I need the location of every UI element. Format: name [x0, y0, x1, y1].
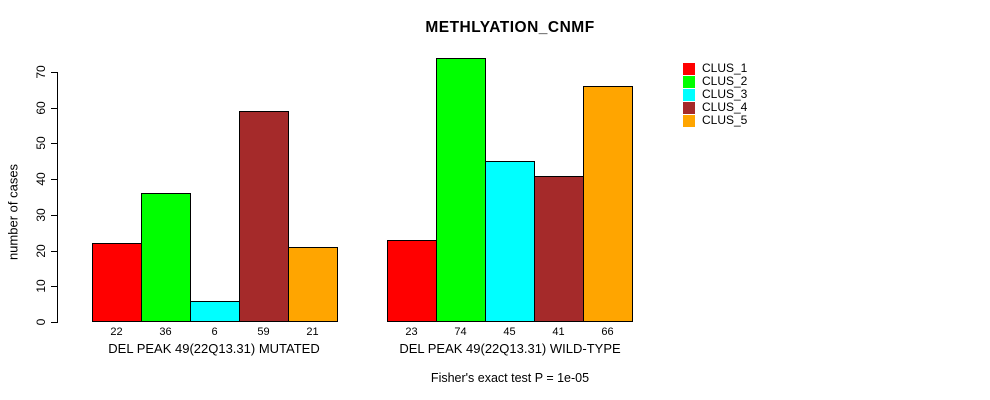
- group-label-wild-type: DEL PEAK 49(22Q13.31) WILD-TYPE: [399, 341, 621, 356]
- y-tick-mark: [51, 322, 57, 323]
- legend-label: CLUS_5: [702, 113, 748, 127]
- bar-mutated-clus_1: [92, 243, 142, 322]
- y-tick-mark: [51, 179, 57, 181]
- bar-value-label: 23: [405, 326, 418, 338]
- group-label-mutated: DEL PEAK 49(22Q13.31) MUTATED: [108, 341, 320, 356]
- y-tick-mark: [51, 143, 57, 145]
- bar-value-label: 41: [552, 326, 565, 338]
- legend-swatch-clus_3: [683, 88, 695, 101]
- y-tick-mark: [51, 250, 57, 252]
- bar-value-label: 74: [454, 326, 467, 338]
- bar-wild-type-clus_1: [387, 239, 437, 322]
- bar-mutated-clus_2: [141, 193, 191, 322]
- legend-swatch-clus_2: [683, 75, 695, 88]
- y-tick-label: 70: [34, 65, 48, 79]
- legend-item-clus_3: CLUS_3: [683, 88, 747, 101]
- bar-value-label: 36: [159, 326, 172, 338]
- bar-mutated-clus_4: [239, 111, 289, 322]
- legend-item-clus_5: CLUS_5: [683, 114, 747, 127]
- bar-wild-type-clus_2: [436, 57, 486, 322]
- y-tick-label: 20: [34, 243, 48, 258]
- bar-wild-type-clus_4: [534, 175, 584, 322]
- legend-label: CLUS_4: [702, 100, 748, 114]
- y-tick-label: 30: [34, 208, 48, 222]
- y-tick-label: 60: [34, 101, 48, 115]
- legend-label: CLUS_3: [702, 87, 748, 101]
- bar-mutated-clus_5: [288, 247, 338, 322]
- y-axis-line: [57, 72, 58, 323]
- legend-swatch-clus_1: [683, 62, 695, 75]
- bar-value-label: 59: [257, 326, 270, 338]
- legend: CLUS_1 CLUS_2 CLUS_3 CLUS_4 CLUS_5: [683, 62, 747, 127]
- y-tick-label: 10: [34, 279, 48, 293]
- legend-swatch-clus_4: [683, 101, 695, 114]
- bar-value-label: 45: [503, 326, 516, 338]
- y-tick-label: 50: [34, 136, 48, 151]
- legend-label: CLUS_2: [702, 74, 748, 88]
- legend-item-clus_2: CLUS_2: [683, 75, 747, 88]
- bar-wild-type-clus_3: [485, 161, 535, 322]
- bar-value-label: 6: [211, 326, 218, 338]
- legend-swatch-clus_5: [683, 114, 695, 127]
- legend-label: CLUS_1: [702, 61, 748, 75]
- legend-item-clus_4: CLUS_4: [683, 101, 747, 114]
- y-axis-label: number of cases: [5, 163, 21, 261]
- y-tick-mark: [51, 107, 57, 109]
- bar-value-label: 66: [601, 326, 614, 338]
- y-tick-mark: [51, 214, 57, 216]
- chart-title: METHLYATION_CNMF: [425, 19, 595, 36]
- y-tick-mark: [51, 286, 57, 288]
- legend-item-clus_1: CLUS_1: [683, 62, 747, 75]
- bar-mutated-clus_3: [190, 300, 240, 322]
- y-tick-label: 0: [34, 318, 48, 326]
- fisher-test-annotation: Fisher's exact test P = 1e-05: [430, 371, 590, 385]
- bar-value-label: 21: [306, 326, 319, 338]
- bar-value-label: 22: [110, 326, 123, 338]
- y-tick-label: 40: [34, 172, 48, 186]
- y-tick-mark: [51, 72, 57, 73]
- bar-wild-type-clus_5: [583, 86, 633, 322]
